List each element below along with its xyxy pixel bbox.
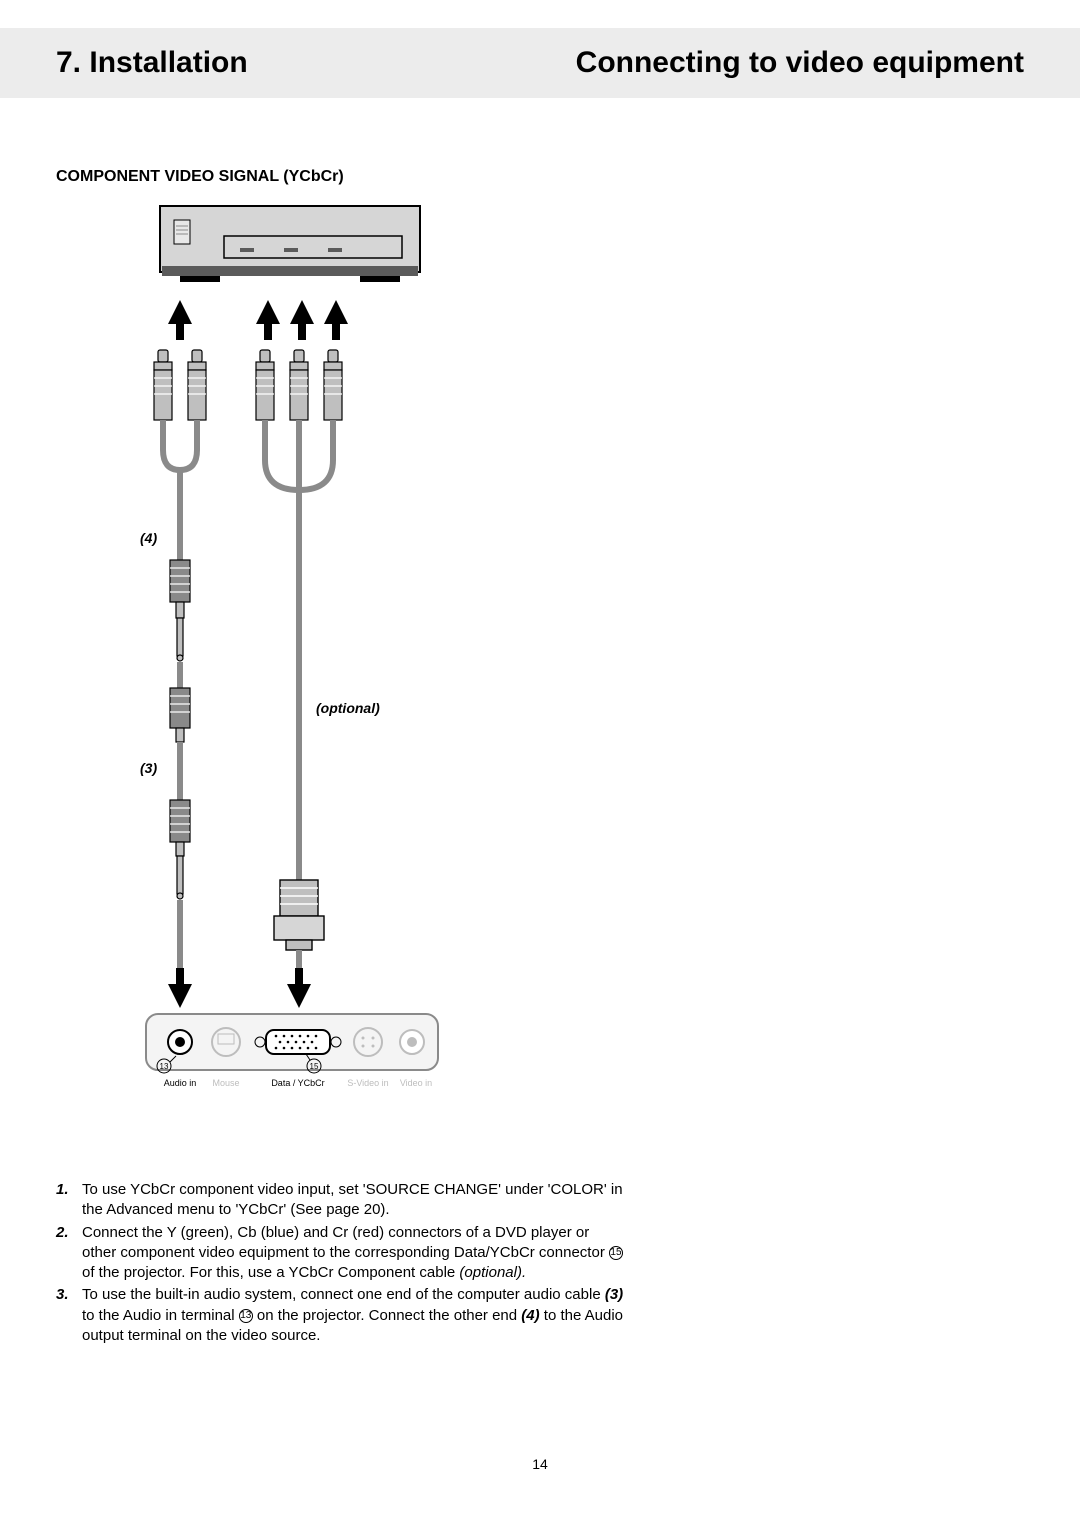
ref-13: 13 (160, 1062, 169, 1071)
bold-ref: (3) (605, 1286, 623, 1303)
instruction-number: 3. (56, 1285, 69, 1305)
label-data-ycbcr: Data / YCbCr (271, 1078, 324, 1088)
circled-ref: 13 (239, 1309, 253, 1323)
projector-panel-icon: 13 15 (146, 1014, 438, 1073)
header-right: Connecting to video equipment (576, 46, 1024, 80)
circled-ref: 15 (609, 1246, 623, 1260)
instruction-item: 3.To use the built-in audio system, conn… (56, 1285, 626, 1346)
vga-plug-icon (274, 880, 324, 980)
instruction-list: 1.To use YCbCr component video input, se… (56, 1180, 626, 1348)
connection-diagram: 13 15 Audio in Mouse Data / YCbCr S-Vide… (140, 200, 460, 1120)
section-title: COMPONENT VIDEO SIGNAL (YCbCr) (56, 168, 344, 186)
callout-3: (3) (140, 760, 157, 776)
diagram-svg: 13 15 Audio in Mouse Data / YCbCr S-Vide… (140, 200, 460, 1120)
audio-cable-icon (170, 560, 190, 980)
arrow-down-icon (168, 968, 311, 1008)
callout-4: (4) (140, 530, 157, 546)
arrow-icon (168, 300, 348, 340)
header-left: 7. Installation (56, 46, 248, 80)
rca-plug-icon (154, 350, 342, 420)
instruction-number: 1. (56, 1180, 69, 1200)
page-header: 7. Installation Connecting to video equi… (0, 28, 1080, 98)
italic-text: (optional). (459, 1264, 526, 1281)
ref-15: 15 (310, 1062, 319, 1071)
page-number: 14 (0, 1456, 1080, 1472)
label-video-in: Video in (400, 1078, 432, 1088)
bold-ref: (4) (521, 1307, 539, 1324)
callout-optional: (optional) (316, 700, 380, 716)
instruction-number: 2. (56, 1223, 69, 1243)
instruction-item: 1.To use YCbCr component video input, se… (56, 1180, 626, 1221)
port-labels: Audio in Mouse Data / YCbCr S-Video in V… (164, 1078, 432, 1088)
label-mouse: Mouse (212, 1078, 239, 1088)
label-svideo: S-Video in (347, 1078, 388, 1088)
page: 7. Installation Connecting to video equi… (0, 0, 1080, 1528)
instruction-item: 2.Connect the Y (green), Cb (blue) and C… (56, 1223, 626, 1284)
label-audio-in: Audio in (164, 1078, 197, 1088)
dvd-player-icon (160, 206, 420, 282)
